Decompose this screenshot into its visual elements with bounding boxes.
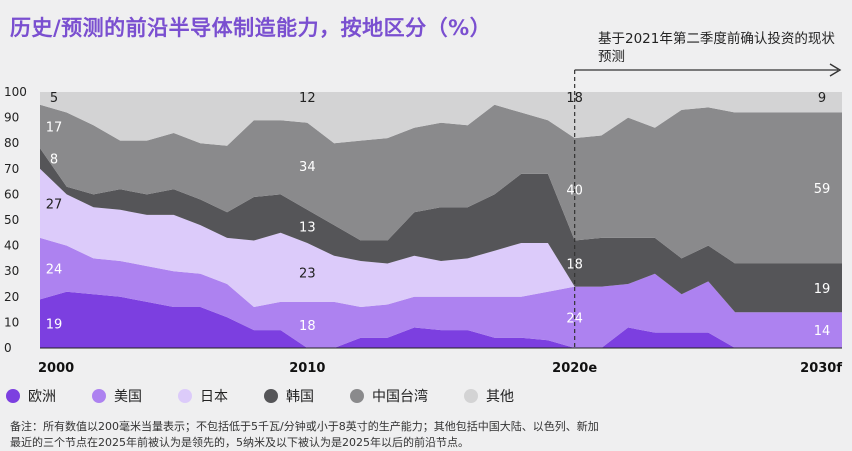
x-tick-label: 2010 [289,361,325,376]
legend-label: 中国台湾 [372,389,428,405]
legend-label: 日本 [200,389,228,405]
legend-label: 其他 [486,389,514,405]
legend: 欧洲 美国 日本 韩国 中国台湾 其他 [6,386,550,406]
y-tick-label: 50 [4,213,19,227]
data-label: 19 [46,318,63,333]
area-other [40,92,842,146]
area-japan [40,168,842,313]
legend-item-taiwan: 中国台湾 [350,386,428,406]
data-label: 23 [299,266,316,281]
data-label: 9 [818,91,826,106]
legend-swatch [6,389,20,403]
x-tick-label: 2030f [800,361,842,376]
legend-swatch [92,389,106,403]
data-label: 8 [50,153,58,168]
data-label: 13 [299,220,316,235]
y-tick-label: 0 [4,341,12,355]
data-label: 24 [46,263,63,278]
data-label: 5 [50,91,58,106]
data-label: 27 [46,197,63,212]
footnote: 备注：所有数值以200毫米当量表示；不包括低于5千瓦/分钟或小于8英寸的生产能力… [10,419,690,451]
legend-item-other: 其他 [464,386,514,406]
y-tick-label: 70 [4,162,19,176]
forecast-note: 基于2021年第二季度前确认投资的现状预测 [598,31,835,65]
footnote-line-2: 最近的三个节点在2025年前被认为是领先的，5纳米及以下被认为是2025年以后的… [10,436,469,449]
legend-label: 韩国 [286,389,314,405]
legend-label: 美国 [114,389,142,405]
area-usa [40,237,842,348]
legend-swatch [350,389,364,403]
area-taiwan [40,104,842,264]
y-tick-label: 40 [4,239,19,253]
x-tick-label: 2020e [552,361,597,376]
y-tick-label: 20 [4,290,19,304]
legend-swatch [264,389,278,403]
footnote-line-1: 备注：所有数值以200毫米当量表示；不包括低于5千瓦/分钟或小于8英寸的生产能力… [10,420,599,433]
y-tick-label: 100 [4,85,27,99]
legend-item-japan: 日本 [178,386,228,406]
chart-axis: 0 10 20 30 40 50 60 70 80 90 100 2000 2010 2020e 2030f [4,85,842,376]
page-title: 历史/预测的前沿半导体制造能力，按地区分（%） [10,16,492,40]
data-label: 14 [814,324,831,339]
chart-areas [40,92,842,348]
y-tick-label: 90 [4,111,19,125]
area-europe [40,291,842,348]
legend-swatch [178,389,192,403]
legend-item-usa: 美国 [92,386,142,406]
y-tick-label: 30 [4,264,19,278]
data-label: 19 [814,282,831,297]
legend-item-europe: 欧洲 [6,386,56,406]
data-label: 12 [299,91,316,106]
legend-label: 欧洲 [28,389,56,405]
data-label: 34 [299,160,316,175]
y-tick-label: 60 [4,187,19,201]
y-tick-label: 80 [4,136,19,150]
legend-swatch [464,389,478,403]
forecast-arrow-head [829,63,842,77]
data-label: 18 [299,319,316,334]
forecast-indicator [574,63,842,348]
x-tick-label: 2000 [38,361,74,376]
legend-item-korea: 韩国 [264,386,314,406]
y-tick-label: 10 [4,315,19,329]
data-label: 59 [814,182,831,197]
data-label: 18 [566,258,583,273]
area-korea [40,148,842,313]
data-label: 17 [46,121,63,136]
